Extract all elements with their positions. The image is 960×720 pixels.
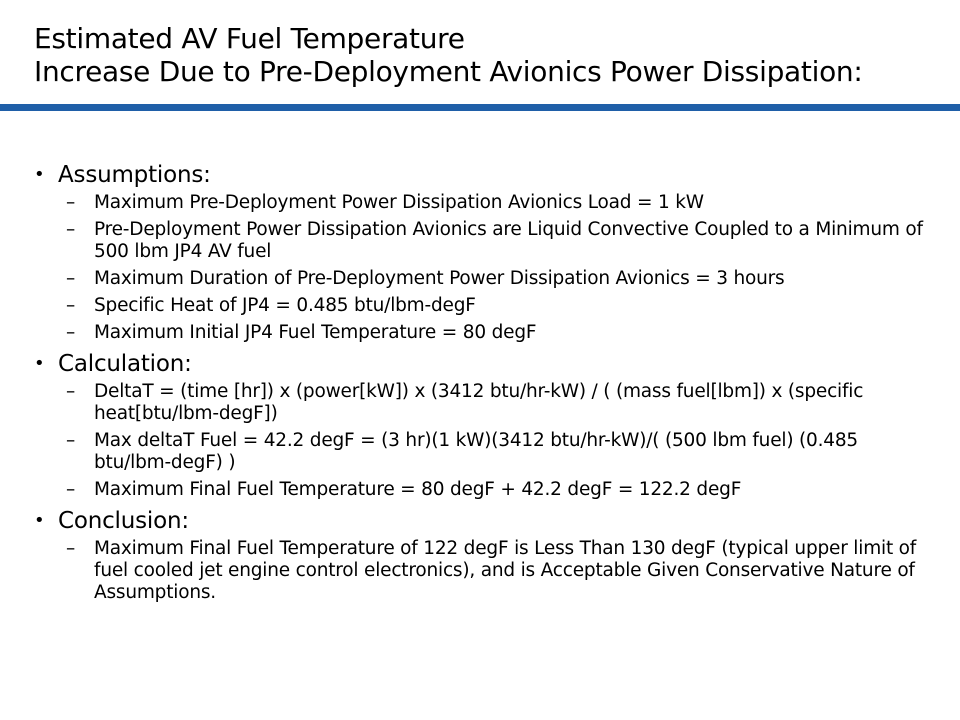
section-calculation: • Calculation: – DeltaT = (time [hr]) x (… [34, 349, 934, 501]
list-item: – Maximum Final Fuel Temperature = 80 deg… [34, 479, 934, 501]
dash-icon: – [66, 430, 76, 451]
list-item: – Specific Heat of JP4 = 0.485 btu/lbm-de… [34, 295, 934, 317]
title-divider-rule [0, 104, 960, 111]
slide-title-line-2: Increase Due to Pre-Deployment Avionics … [34, 55, 863, 88]
section-heading-text: Calculation: [58, 351, 192, 377]
section-heading-text: Assumptions: [58, 162, 211, 188]
list-item-text: Maximum Final Fuel Temperature = 80 degF… [94, 479, 742, 500]
list-item: – Pre-Deployment Power Dissipation Avioni… [34, 219, 934, 263]
sub-bullet-list: – Maximum Pre-Deployment Power Dissipatio… [34, 192, 934, 344]
list-item-text: Maximum Initial JP4 Fuel Temperature = 8… [94, 322, 537, 343]
list-item-text: Max deltaT Fuel = 42.2 degF = (3 hr)(1 k… [94, 430, 858, 473]
list-item: – Maximum Final Fuel Temperature of 122 d… [34, 538, 934, 604]
dash-icon: – [66, 268, 76, 289]
list-item-text: Maximum Duration of Pre-Deployment Power… [94, 268, 785, 289]
dash-icon: – [66, 479, 76, 500]
list-item: – Max deltaT Fuel = 42.2 degF = (3 hr)(1 … [34, 430, 934, 474]
section-heading: • Conclusion: [34, 506, 934, 536]
list-item-text: Maximum Pre-Deployment Power Dissipation… [94, 192, 704, 213]
list-item-text: Specific Heat of JP4 = 0.485 btu/lbm-deg… [94, 295, 476, 316]
dash-icon: – [66, 538, 76, 559]
dash-icon: – [66, 381, 76, 402]
section-heading: • Calculation: [34, 349, 934, 379]
list-item: – Maximum Pre-Deployment Power Dissipatio… [34, 192, 934, 214]
dash-icon: – [66, 219, 76, 240]
dash-icon: – [66, 295, 76, 316]
section-assumptions: • Assumptions: – Maximum Pre-Deployment P… [34, 160, 934, 344]
list-item: – DeltaT = (time [hr]) x (power[kW]) x (3… [34, 381, 934, 425]
list-item-text: DeltaT = (time [hr]) x (power[kW]) x (34… [94, 381, 864, 424]
section-conclusion: • Conclusion: – Maximum Final Fuel Temper… [34, 506, 934, 604]
bullet-icon: • [34, 353, 45, 374]
section-heading-text: Conclusion: [58, 508, 189, 534]
sub-bullet-list: – Maximum Final Fuel Temperature of 122 d… [34, 538, 934, 604]
list-item: – Maximum Duration of Pre-Deployment Powe… [34, 268, 934, 290]
dash-icon: – [66, 192, 76, 213]
list-item-text: Pre-Deployment Power Dissipation Avionic… [94, 219, 923, 262]
bullet-icon: • [34, 164, 45, 185]
sub-bullet-list: – DeltaT = (time [hr]) x (power[kW]) x (3… [34, 381, 934, 501]
slide-title: Estimated AV Fuel Temperature Increase D… [34, 22, 934, 88]
section-heading: • Assumptions: [34, 160, 934, 190]
slide-title-line-1: Estimated AV Fuel Temperature [34, 22, 465, 55]
list-item-text: Maximum Final Fuel Temperature of 122 de… [94, 538, 917, 603]
slide-body: • Assumptions: – Maximum Pre-Deployment P… [34, 160, 934, 609]
bullet-icon: • [34, 510, 45, 531]
list-item: – Maximum Initial JP4 Fuel Temperature = … [34, 322, 934, 344]
dash-icon: – [66, 322, 76, 343]
